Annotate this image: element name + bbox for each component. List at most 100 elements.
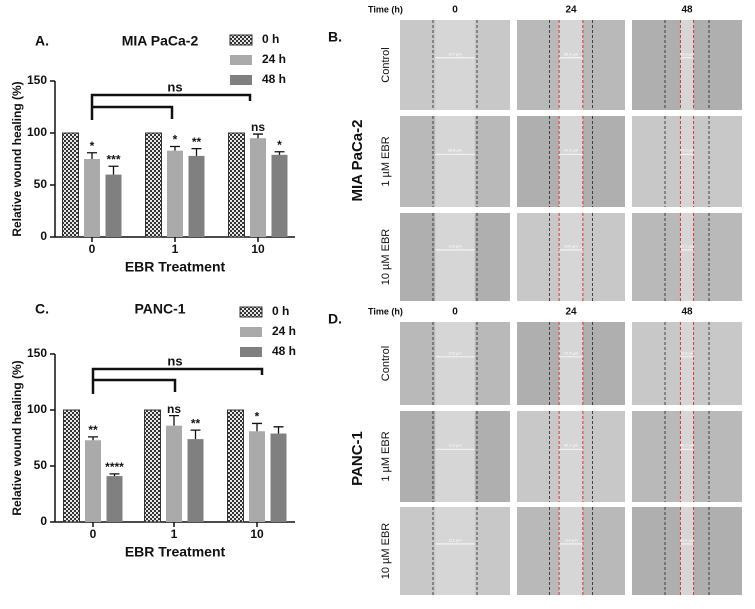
legend-label: 48 h: [262, 72, 286, 86]
measurement-label: 74.3 µm: [680, 148, 695, 153]
bar: [62, 132, 79, 238]
measurement-label: 67.1 µm: [680, 244, 695, 249]
wound-area: [680, 411, 694, 502]
panel-label: A.: [35, 33, 49, 49]
wound-edge-original: [664, 20, 710, 110]
legend-swatch: [239, 306, 263, 318]
bar: [188, 155, 205, 237]
bar: [144, 409, 161, 523]
x-axis-label: EBR Treatment: [125, 259, 226, 275]
legend-swatch: [240, 347, 262, 357]
bar: [63, 409, 80, 523]
measurement-label: 107 µm: [448, 51, 462, 56]
y-tick-label: 150: [27, 73, 47, 87]
significance-label: **: [191, 416, 201, 430]
y-tick-label: 150: [27, 346, 47, 360]
error-bar: [109, 473, 120, 477]
bracket-label: ns: [167, 353, 182, 368]
legend-swatch: [229, 34, 253, 46]
measurement-label: 100 µm: [564, 244, 578, 249]
wound-area: [680, 213, 694, 301]
bar: [228, 132, 245, 238]
wound-area: [435, 116, 475, 207]
time-label: Time (h): [368, 306, 403, 316]
error-bar: [88, 436, 98, 441]
error-bar: [190, 429, 201, 440]
panel-title: MIA PaCa-2: [349, 120, 366, 202]
bar: [270, 433, 287, 522]
bracket: [90, 93, 252, 120]
wound-edge-original: [432, 116, 478, 207]
panel-label: C.: [35, 301, 49, 317]
wound-area: [435, 411, 475, 502]
wound-area: [680, 116, 694, 207]
error-bar: [252, 422, 262, 432]
measurement-label: 112 µm: [448, 538, 462, 543]
wound-area: [680, 322, 694, 405]
row-label: 1 µM EBR: [380, 136, 392, 186]
error-bar: [274, 151, 285, 155]
y-tick-label: 50: [34, 458, 48, 472]
wound-edge-current: [679, 20, 695, 110]
measurement-label: 95.3 µm: [680, 51, 695, 56]
significance-label: ns: [167, 402, 181, 416]
wound-edge-original: [432, 322, 478, 405]
panel-label: B.: [328, 29, 342, 45]
significance-label: ns: [251, 120, 265, 134]
chart-title: PANC-1: [134, 301, 185, 317]
bar: [145, 132, 162, 238]
measurement-label: 66.2 µm: [680, 443, 695, 448]
error-bar: [169, 414, 179, 426]
measurement-label: 83.4 µm: [680, 538, 695, 543]
significance-label: *: [173, 133, 178, 147]
panel-label: D.: [328, 311, 342, 327]
y-tick-label: 0: [40, 514, 47, 528]
measurement-label: 35.3 µm: [680, 351, 695, 356]
significance-label: *: [90, 139, 95, 153]
wound-area: [435, 20, 475, 110]
y-axis-label: Relative wound healing (%): [10, 360, 24, 515]
wound-edge-current: [558, 411, 584, 502]
wound-edge-original: [664, 411, 710, 502]
wound-edge-current: [558, 116, 584, 207]
bar: [167, 150, 183, 237]
significance-label: **: [192, 135, 202, 149]
column-label: 24: [565, 5, 577, 16]
y-tick-label: 100: [27, 402, 47, 416]
measurement-label: 85.8 µm: [564, 51, 579, 56]
time-label: Time (h): [368, 4, 403, 14]
wound-area: [559, 411, 583, 502]
wound-edge-original: [549, 20, 593, 110]
row-label: 10 µM EBR: [380, 523, 392, 580]
measurement-label: 110 µm: [564, 538, 578, 543]
wound-edge-current: [679, 322, 695, 405]
measurement-label: 90.1 µm: [564, 443, 579, 448]
measurement-label: 103 µm: [448, 351, 462, 356]
error-bar: [273, 426, 284, 434]
y-axis-label: Relative wound healing (%): [10, 81, 24, 236]
bar: [166, 425, 182, 522]
x-tick-label: 0: [89, 242, 96, 256]
measurement-label: 98.8 µm: [448, 148, 463, 153]
column-label: 48: [681, 307, 693, 318]
x-tick-label: 10: [251, 242, 265, 256]
row-label: 10 µM EBR: [380, 229, 392, 286]
bar: [85, 440, 101, 522]
wound-area: [435, 213, 475, 301]
error-bar: [191, 147, 202, 156]
panel-title: PANC-1: [349, 431, 366, 486]
wound-area: [559, 213, 583, 301]
wound-area: [559, 20, 583, 110]
bar: [271, 154, 288, 237]
bar: [187, 439, 204, 522]
x-tick-label: 1: [171, 527, 178, 541]
wound-area: [680, 507, 694, 595]
wound-edge-current: [558, 322, 584, 405]
wound-edge-original: [549, 411, 593, 502]
column-label: 0: [452, 5, 458, 16]
y-tick-label: 50: [34, 177, 48, 191]
significance-label: ***: [106, 152, 120, 166]
error-bar: [170, 145, 180, 151]
row-label: 1 µM EBR: [380, 431, 392, 481]
